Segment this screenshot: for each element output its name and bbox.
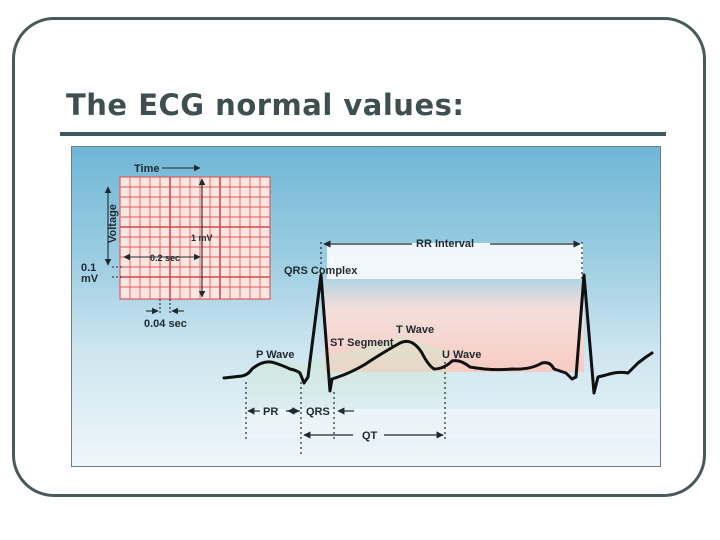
ecg-grid-paper [119, 176, 271, 300]
ecg-trace [222, 273, 654, 395]
ecg-diagram: Time Voltage 1 mV 0.2 sec 0.1 mV 0.04 se… [71, 146, 661, 467]
pr-label: PR [263, 406, 278, 418]
slide-title: The ECG normal values: [66, 88, 465, 122]
one-mv-label: 1 mV [191, 233, 213, 243]
title-underline [60, 132, 666, 136]
time-label: Time [134, 163, 159, 175]
interval-arrows [247, 240, 581, 439]
t-wave-label: T Wave [396, 324, 434, 336]
pqrs-shading [247, 337, 448, 417]
point-zero-four-sec-label: 0.04 sec [144, 318, 187, 330]
point-two-sec-label: 0.2 sec [150, 253, 180, 263]
voltage-label: Voltage [107, 204, 119, 243]
baseline-strip [242, 409, 660, 439]
p-wave-label: P Wave [256, 349, 295, 361]
rr-band [327, 243, 583, 279]
rr-interval-label: RR Interval [416, 238, 474, 250]
interval-guides [245, 242, 583, 455]
qrs-label: QRS [306, 406, 330, 418]
ecg-diagram-svg: Time Voltage 1 mV 0.2 sec 0.1 mV 0.04 se… [72, 147, 660, 466]
qt-label: QT [362, 430, 378, 442]
grid-annotations [104, 164, 206, 315]
point-one-label: 0.1 [81, 262, 96, 274]
u-wave-label: U Wave [442, 349, 481, 361]
qrs-complex-label: QRS Complex [284, 265, 358, 277]
mv-label: mV [81, 273, 99, 285]
st-segment-label: ST Segment [330, 337, 394, 349]
